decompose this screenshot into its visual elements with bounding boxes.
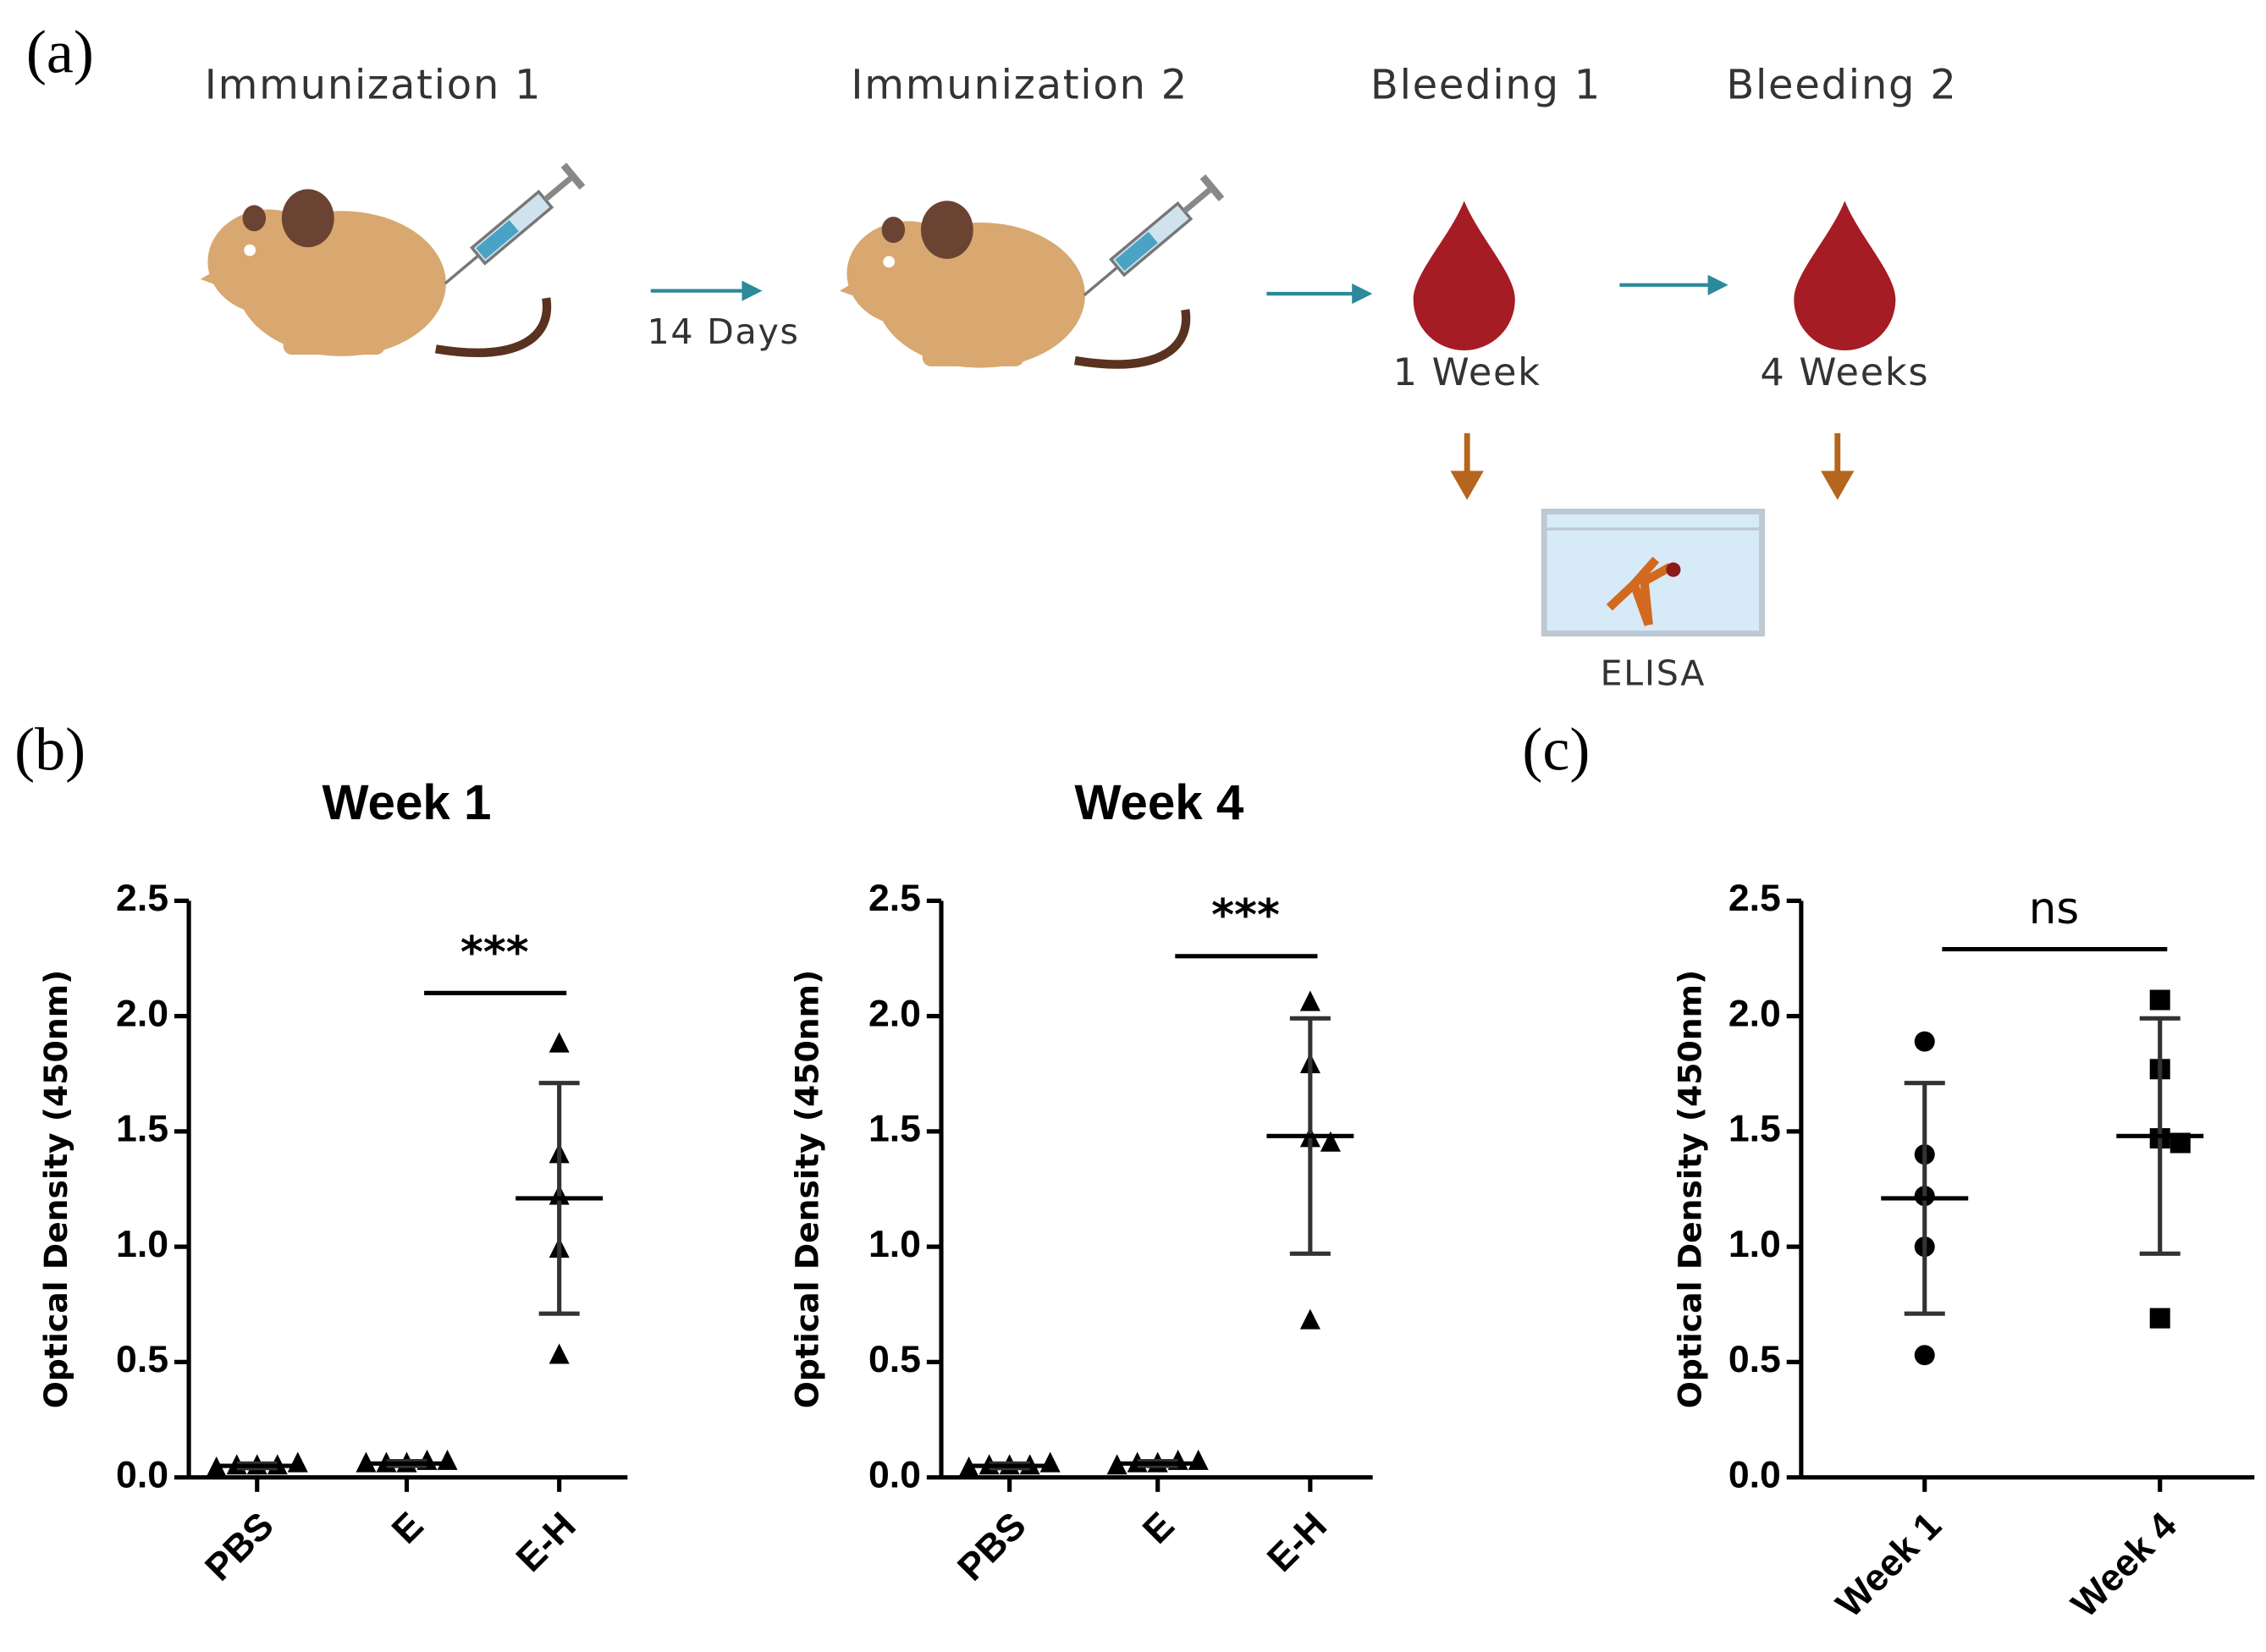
y-tick-label: 0.0 [1728, 1454, 1781, 1495]
y-tick-label: 2.5 [868, 878, 921, 919]
blood-drop [1413, 201, 1515, 351]
data-point [549, 1343, 570, 1364]
data-point [437, 1449, 458, 1470]
data-point [1914, 1345, 1935, 1366]
data-point [1299, 1308, 1320, 1330]
y-tick-label: 0.0 [116, 1454, 168, 1495]
data-point [287, 1451, 308, 1473]
interval-label: 14 Days [647, 311, 799, 352]
x-tick-label: E [384, 1505, 432, 1552]
y-tick-label: 2.0 [116, 993, 168, 1034]
x-tick-label: E-H [509, 1505, 584, 1580]
data-point [1188, 1449, 1209, 1470]
step-label: Bleeding 2 [1726, 61, 1957, 108]
elisa-well [1541, 509, 1765, 637]
significance-label: *** [460, 928, 529, 978]
step-note: 4 Weeks [1760, 350, 1929, 394]
y-tick-label: 0.5 [1728, 1339, 1781, 1380]
y-tick-label: 2.5 [116, 878, 168, 919]
data-point [1039, 1451, 1061, 1473]
y-axis-label: Optical Density (450nm) [1672, 970, 1709, 1409]
mouse-icon [201, 165, 582, 356]
y-tick-label: 1.0 [1728, 1224, 1781, 1265]
assay-arrows [1450, 432, 1855, 500]
x-tick-label: Week 4 [2064, 1505, 2185, 1626]
chart-title: Week 1 [323, 775, 492, 830]
y-tick-label: 2.0 [1728, 993, 1781, 1034]
panel-label: (c) [1522, 715, 1590, 783]
y-tick-label: 1.5 [1728, 1109, 1781, 1150]
panel-label: (a) [26, 19, 94, 86]
step-label: Bleeding 1 [1370, 61, 1602, 108]
flow-arrows [650, 274, 1728, 305]
y-tick-label: 1.5 [868, 1109, 921, 1150]
significance-label: *** [1211, 890, 1280, 941]
data-point [2149, 1308, 2170, 1329]
chart-title: Week 4 [1074, 775, 1244, 830]
y-tick-label: 2.0 [868, 993, 921, 1034]
y-axis-label: Optical Density (450nm) [37, 970, 74, 1409]
panel-label: (b) [14, 715, 85, 783]
y-tick-label: 2.5 [1728, 878, 1781, 919]
y-tick-label: 1.0 [868, 1224, 921, 1265]
blood-drop [1794, 201, 1896, 351]
x-tick-label: E [1135, 1505, 1183, 1552]
data-point [2149, 989, 2170, 1010]
y-tick-label: 0.5 [868, 1339, 921, 1380]
x-tick-label: PBS [197, 1505, 282, 1589]
y-tick-label: 0.5 [116, 1339, 168, 1380]
step-label: Immunization 2 [851, 61, 1188, 108]
y-axis-label: Optical Density (450nm) [788, 970, 825, 1409]
mouse-icon [840, 177, 1221, 368]
step-label: Immunization 1 [205, 61, 542, 108]
significance-label: ns [2029, 884, 2079, 934]
y-tick-label: 0.0 [868, 1454, 921, 1495]
data-point [1299, 990, 1320, 1011]
x-tick-label: Week 1 [1828, 1505, 1949, 1626]
x-tick-label: E-H [1260, 1505, 1335, 1580]
assay-label: ELISA [1600, 653, 1706, 693]
data-point [1320, 1131, 1341, 1152]
x-tick-label: PBS [950, 1505, 1034, 1589]
data-point [549, 1032, 570, 1053]
y-tick-label: 1.0 [116, 1224, 168, 1265]
step-note: 1 Week [1393, 350, 1541, 394]
data-point [1914, 1031, 1935, 1052]
y-tick-label: 1.5 [116, 1109, 168, 1150]
